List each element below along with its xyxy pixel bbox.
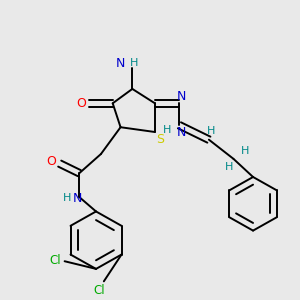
Text: S: S [156, 133, 164, 146]
Text: Cl: Cl [93, 284, 105, 297]
Text: N: N [177, 90, 186, 103]
Text: O: O [76, 97, 86, 110]
Text: H: H [163, 125, 171, 135]
Text: N: N [116, 57, 125, 70]
Text: H: H [130, 58, 139, 68]
Text: H: H [63, 193, 72, 203]
Text: H: H [207, 126, 215, 136]
Text: Cl: Cl [49, 254, 61, 267]
Text: H: H [225, 162, 234, 172]
Text: N: N [177, 125, 186, 139]
Text: N: N [73, 192, 82, 205]
Text: O: O [46, 155, 56, 168]
Text: H: H [241, 146, 249, 156]
